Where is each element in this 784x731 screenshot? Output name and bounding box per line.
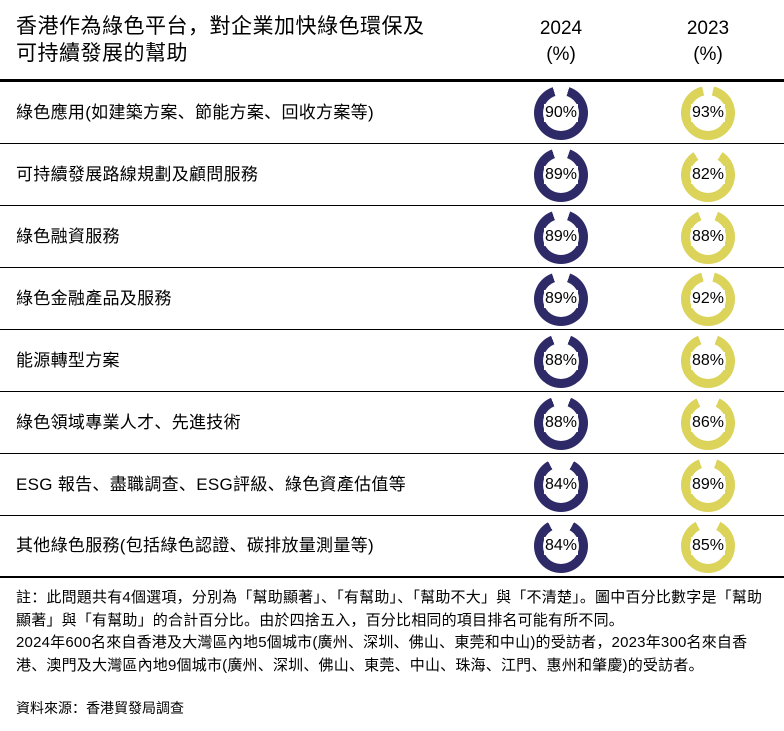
row-label: ESG 報告、盡職調查、ESG評級、綠色資產估值等 (16, 474, 407, 494)
donut-cell-2023: 89% (646, 457, 770, 512)
donut-value-2023: 93% (690, 103, 726, 122)
chart-title-line1: 香港作為綠色平台，對企業加快綠色環保及 (16, 15, 425, 38)
table-row: ESG 報告、盡職調查、ESG評級、綠色資產估值等 84% 89% (0, 454, 784, 516)
donut-value-2023: 85% (690, 537, 726, 555)
row-label: 綠色應用(如建築方案、節能方案、回收方案等) (16, 102, 374, 122)
footnotes: 註：此問題共有4個選項，分別為「幫助顯著」、「有幫助」、「幫助不大」與「不清楚」… (0, 578, 784, 677)
donut-cell-2024: 84% (499, 457, 623, 512)
donut-cell-2024: 89% (499, 209, 623, 264)
table-row: 能源轉型方案 88% 88% (0, 330, 784, 392)
row-label: 可持續發展路線規劃及顧問服務 (16, 164, 259, 184)
donut-cell-2023: 85% (646, 519, 770, 573)
donut-value-2023: 89% (690, 475, 726, 494)
chart-header: 香港作為綠色平台，對企業加快綠色環保及 可持續發展的幫助 2024 (%) 20… (0, 0, 784, 82)
donut-cell-2023: 92% (646, 271, 770, 326)
chart-title: 香港作為綠色平台，對企業加快綠色環保及 可持續發展的幫助 (16, 13, 476, 67)
chart-title-line2: 可持續發展的幫助 (16, 42, 188, 65)
table-row: 綠色領域專業人才、先進技術 88% 86% (0, 392, 784, 454)
donut-cell-2023: 86% (646, 395, 770, 450)
donut-value-2024: 84% (543, 475, 579, 494)
donut-value-2024: 89% (543, 289, 579, 308)
donut-value-2024: 89% (543, 165, 579, 184)
donut-ring-2024: 90% (534, 85, 588, 140)
donut-ring-2023: 85% (681, 519, 735, 573)
donut-cell-2024: 84% (499, 519, 623, 573)
column-header-2024-unit: (%) (546, 44, 576, 65)
donut-value-2024: 89% (543, 227, 579, 246)
donut-cell-2024: 89% (499, 271, 623, 326)
row-label: 綠色融資服務 (16, 226, 120, 246)
table-row: 綠色應用(如建築方案、節能方案、回收方案等) 90% 93% (0, 82, 784, 144)
donut-cell-2024: 90% (499, 85, 623, 140)
donut-value-2024: 88% (543, 351, 579, 370)
donut-ring-2024: 88% (534, 395, 588, 450)
row-label: 綠色金融產品及服務 (16, 288, 172, 308)
table-row: 綠色融資服務 89% 88% (0, 206, 784, 268)
donut-ring-2024: 89% (534, 209, 588, 264)
donut-ring-2024: 84% (534, 519, 588, 573)
column-header-2023-unit: (%) (693, 44, 723, 65)
table-row: 可持續發展路線規劃及顧問服務 89% 82% (0, 144, 784, 206)
footnote-sample: 2024年600名來自香港及大灣區內地5個城市(廣州、深圳、佛山、東莞和中山)的… (16, 634, 748, 674)
row-label: 綠色領域專業人才、先進技術 (16, 412, 241, 432)
donut-cell-2023: 88% (646, 209, 770, 264)
chart-rows: 綠色應用(如建築方案、節能方案、回收方案等) 90% 93% 可持續發展路線規劃… (0, 82, 784, 578)
table-row: 綠色金融產品及服務 89% 92% (0, 268, 784, 330)
donut-value-2024: 84% (543, 537, 579, 555)
column-header-2023-year: 2023 (686, 18, 730, 39)
donut-ring-2023: 89% (681, 457, 735, 512)
donut-cell-2023: 93% (646, 85, 770, 140)
donut-ring-2023: 93% (681, 85, 735, 140)
column-header-2024-year: 2024 (539, 18, 583, 39)
donut-ring-2023: 86% (681, 395, 735, 450)
donut-cell-2024: 88% (499, 395, 623, 450)
footnote-methodology: 註：此問題共有4個選項，分別為「幫助顯著」、「有幫助」、「幫助不大」與「不清楚」… (16, 589, 763, 629)
row-label: 能源轉型方案 (16, 350, 120, 370)
source-line: 資料來源：香港貿發局調查 (16, 700, 184, 716)
donut-ring-2023: 88% (681, 333, 735, 388)
donut-value-2024: 90% (543, 103, 579, 122)
donut-ring-2023: 92% (681, 271, 735, 326)
donut-ring-2024: 84% (534, 457, 588, 512)
donut-ring-2024: 88% (534, 333, 588, 388)
donut-value-2023: 92% (690, 289, 726, 308)
column-header-2024: 2024 (%) (499, 13, 623, 68)
donut-value-2023: 88% (690, 351, 726, 370)
donut-cell-2024: 88% (499, 333, 623, 388)
donut-value-2023: 82% (690, 165, 726, 184)
donut-value-2023: 88% (690, 227, 726, 246)
donut-value-2023: 86% (690, 413, 726, 432)
donut-cell-2024: 89% (499, 147, 623, 202)
donut-value-2024: 88% (543, 413, 579, 432)
donut-ring-2024: 89% (534, 147, 588, 202)
column-header-2023: 2023 (%) (646, 13, 770, 68)
donut-cell-2023: 82% (646, 147, 770, 202)
row-label: 其他綠色服務(包括綠色認證、碳排放量測量等) (16, 536, 374, 555)
donut-ring-2023: 82% (681, 147, 735, 202)
table-row: 其他綠色服務(包括綠色認證、碳排放量測量等) 84% 85% (0, 516, 784, 578)
donut-cell-2023: 88% (646, 333, 770, 388)
donut-ring-2023: 88% (681, 209, 735, 264)
donut-ring-2024: 89% (534, 271, 588, 326)
